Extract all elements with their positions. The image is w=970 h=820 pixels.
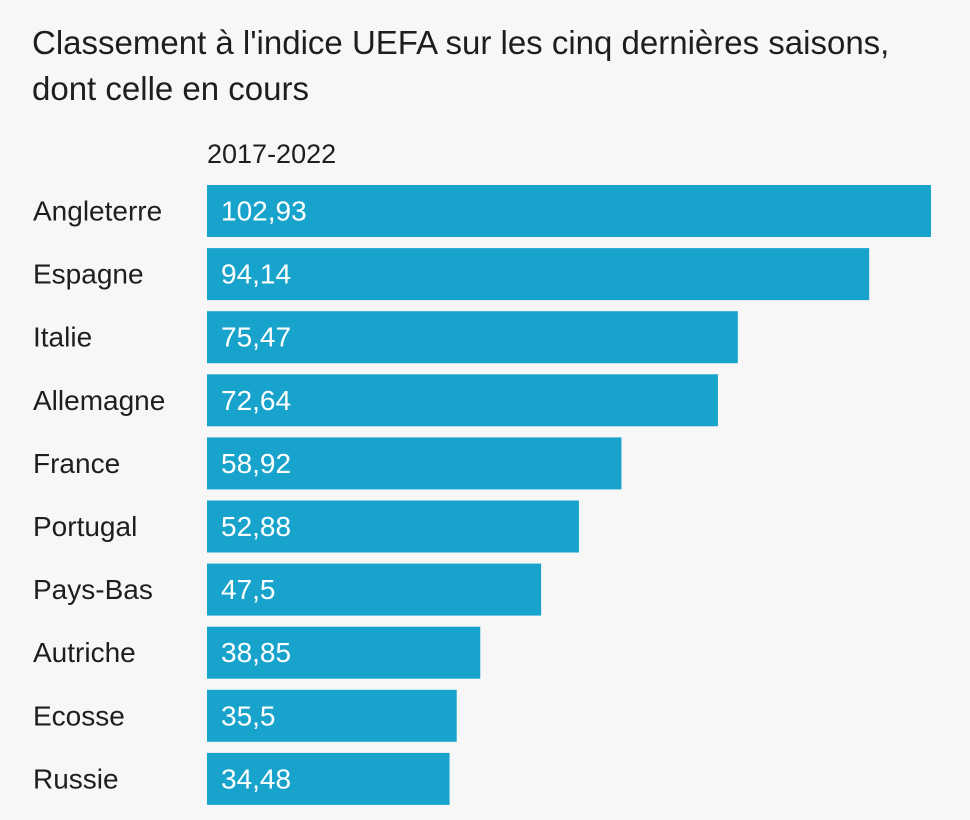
bar-angleterre (207, 185, 931, 237)
data-label: 34,48 (221, 763, 291, 794)
category-label: Espagne (33, 259, 144, 290)
data-label: 72,64 (221, 385, 291, 416)
category-label: Pays-Bas (33, 574, 153, 605)
category-label: Italie (33, 322, 92, 353)
category-label: Russie (33, 763, 119, 794)
data-label: 35,5 (221, 700, 276, 731)
category-label: Ecosse (33, 700, 125, 731)
category-label: Allemagne (33, 385, 165, 416)
bar-ecosse (207, 689, 457, 742)
category-label: Angleterre (33, 196, 162, 227)
bar-espagne (207, 248, 870, 301)
category-label: Portugal (33, 511, 137, 542)
bar-pays-bas (207, 563, 542, 616)
category-label: France (33, 448, 120, 479)
bar-russie (207, 752, 450, 805)
chart-title: Classement à l'indice UEFA sur les cinq … (32, 24, 890, 107)
data-label: 94,14 (221, 259, 291, 290)
data-label: 75,47 (221, 322, 291, 353)
category-label: Autriche (33, 637, 136, 668)
data-label: 52,88 (221, 511, 291, 542)
data-label: 38,85 (221, 637, 291, 668)
bar-france (207, 437, 622, 490)
series-header: 2017-2022 (207, 139, 337, 169)
bar-portugal (207, 500, 579, 553)
bar-autriche (207, 626, 481, 679)
data-label: 47,5 (221, 574, 276, 605)
data-label: 58,92 (221, 448, 291, 479)
bar-italie (207, 311, 738, 364)
bar-allemagne (207, 374, 718, 427)
data-label: 102,93 (221, 196, 307, 227)
